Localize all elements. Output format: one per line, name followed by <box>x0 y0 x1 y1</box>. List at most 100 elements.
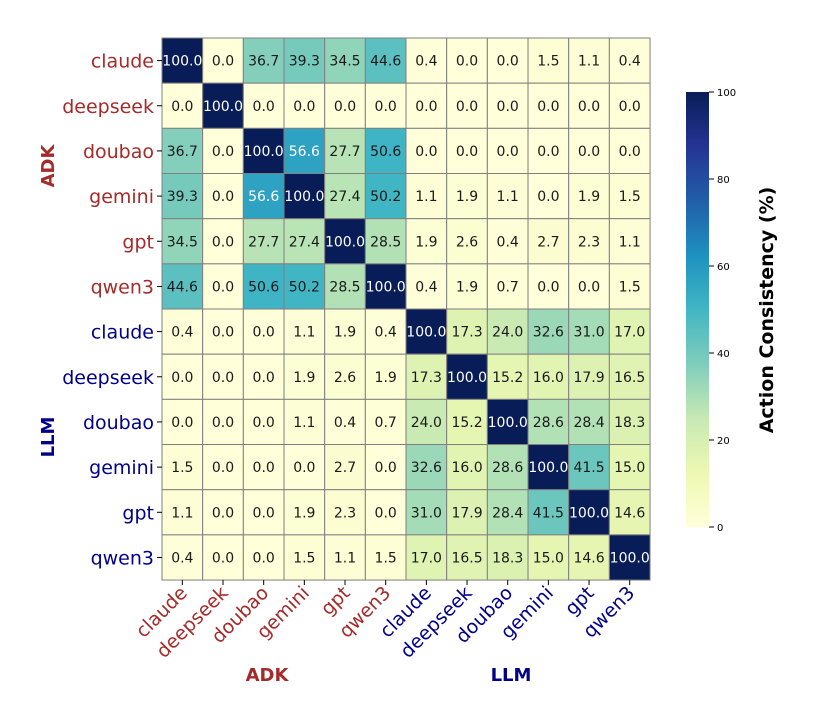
y-tick-label: claude <box>91 322 154 344</box>
heatmap-cell <box>405 534 448 581</box>
heatmap-cell <box>527 37 570 84</box>
cell-value-label: 0.0 <box>456 54 478 70</box>
cell-value-label: 44.6 <box>167 279 198 295</box>
heatmap-cell <box>486 263 529 310</box>
cell-value-label: 1.9 <box>456 279 478 295</box>
heatmap-cell <box>202 489 244 536</box>
cell-value-label: 36.7 <box>167 144 198 160</box>
cell-value-label: 0.0 <box>415 144 437 160</box>
heatmap-cell <box>446 82 488 129</box>
colorbar-tick-label: 80 <box>717 175 730 186</box>
cell-value-label: 1.1 <box>293 415 315 431</box>
cell-value-label: 50.6 <box>370 144 401 160</box>
cell-value-label: 0.0 <box>212 54 234 70</box>
y-tick-label: gpt <box>122 502 154 524</box>
heatmap-cell <box>608 308 651 355</box>
heatmap-cell <box>486 489 529 536</box>
cell-value-label: 0.0 <box>212 505 234 521</box>
cell-value-label: 100.0 <box>244 144 284 160</box>
cell-value-label: 50.2 <box>289 279 320 295</box>
heatmap-cell <box>568 218 610 265</box>
cell-value-label: 34.5 <box>167 234 198 250</box>
cell-value-label: 100.0 <box>203 99 243 115</box>
cell-value-label: 1.1 <box>497 189 519 205</box>
heatmap-cell <box>608 37 651 84</box>
cell-value-label: 100.0 <box>488 415 528 431</box>
y-group-label-llm: LLM <box>38 417 59 458</box>
colorbar-gradient <box>686 92 709 527</box>
heatmap-cell <box>202 82 244 129</box>
cell-value-label: 0.4 <box>334 415 356 431</box>
cell-value-label: 0.0 <box>415 99 437 115</box>
cell-value-label: 17.9 <box>573 370 604 386</box>
y-tick-label: claude <box>91 51 154 73</box>
heatmap-cell <box>446 218 488 265</box>
cell-value-label: 1.9 <box>415 234 437 250</box>
colorbar-tick-label: 60 <box>717 262 730 273</box>
colorbar-label: Action Consistency (%) <box>756 187 778 434</box>
cell-value-label: 27.7 <box>248 234 279 250</box>
y-tick-label: deepseek <box>62 367 154 389</box>
cell-value-label: 28.4 <box>573 415 604 431</box>
cell-value-label: 0.0 <box>619 144 641 160</box>
cell-value-label: 36.7 <box>248 54 279 70</box>
heatmap-cell <box>242 173 285 220</box>
cell-value-label: 0.7 <box>497 279 519 295</box>
y-tick-label: gemini <box>89 186 154 208</box>
heatmap-cell <box>324 218 366 265</box>
y-tick-label: doubao <box>83 412 154 434</box>
cell-value-label: 28.6 <box>533 415 564 431</box>
colorbar-ticks: 0 20 40 60 80 100 <box>709 88 736 534</box>
heatmap-cell <box>202 398 244 446</box>
y-tick-label: doubao <box>83 141 154 163</box>
y-tick-label: gemini <box>89 457 154 479</box>
heatmap-cell <box>324 127 366 175</box>
heatmap-cell <box>608 263 651 310</box>
cell-value-label: 27.4 <box>329 189 360 205</box>
heatmap-cell <box>608 353 651 400</box>
heatmap-cell <box>568 398 610 446</box>
cell-value-label: 0.4 <box>375 325 397 341</box>
cell-value-label: 0.0 <box>537 279 559 295</box>
heatmap-cell <box>608 398 651 446</box>
heatmap-cell <box>364 173 407 220</box>
cell-value-label: 17.3 <box>451 325 482 341</box>
heatmap-cell <box>405 308 448 355</box>
y-tick-label: gpt <box>122 231 154 253</box>
heatmap-cell <box>486 173 529 220</box>
heatmap-cell <box>364 37 407 84</box>
cell-value-label: 0.0 <box>171 370 193 386</box>
cell-value-label: 1.5 <box>171 460 193 476</box>
heatmap-cell <box>568 82 610 129</box>
heatmap-cell <box>568 173 610 220</box>
cell-value-label: 31.0 <box>411 505 442 521</box>
cell-value-label: 39.3 <box>167 189 198 205</box>
cell-value-label: 0.0 <box>212 234 234 250</box>
cell-value-label: 1.5 <box>619 189 641 205</box>
cell-value-label: 0.0 <box>253 370 275 386</box>
cell-value-label: 100.0 <box>325 234 365 250</box>
cell-value-label: 1.9 <box>375 370 397 386</box>
cell-value-label: 0.4 <box>415 54 437 70</box>
heatmap-cell <box>608 173 651 220</box>
heatmap-cell <box>202 308 244 355</box>
cell-value-label: 0.0 <box>212 144 234 160</box>
heatmap-cell <box>364 398 407 446</box>
cell-value-label: 56.6 <box>248 189 279 205</box>
heatmap-cell <box>446 398 488 446</box>
heatmap-cell <box>161 353 204 400</box>
cell-value-label: 14.6 <box>614 505 645 521</box>
heatmap-cell <box>364 489 407 536</box>
cell-value-label: 0.0 <box>456 144 478 160</box>
cell-value-label: 0.0 <box>375 505 397 521</box>
colorbar-tick-label: 20 <box>717 436 730 447</box>
heatmap-cell <box>202 37 244 84</box>
y-axis-ticks: claude deepseek doubao gemini gpt qwen3 claude… <box>62 51 162 569</box>
heatmap-cell <box>486 398 529 446</box>
heatmap-cell <box>527 308 570 355</box>
cell-value-label: 15.0 <box>533 550 564 566</box>
cell-value-label: 2.6 <box>334 370 356 386</box>
cell-value-label: 17.0 <box>614 325 645 341</box>
cell-value-label: 0.0 <box>334 99 356 115</box>
